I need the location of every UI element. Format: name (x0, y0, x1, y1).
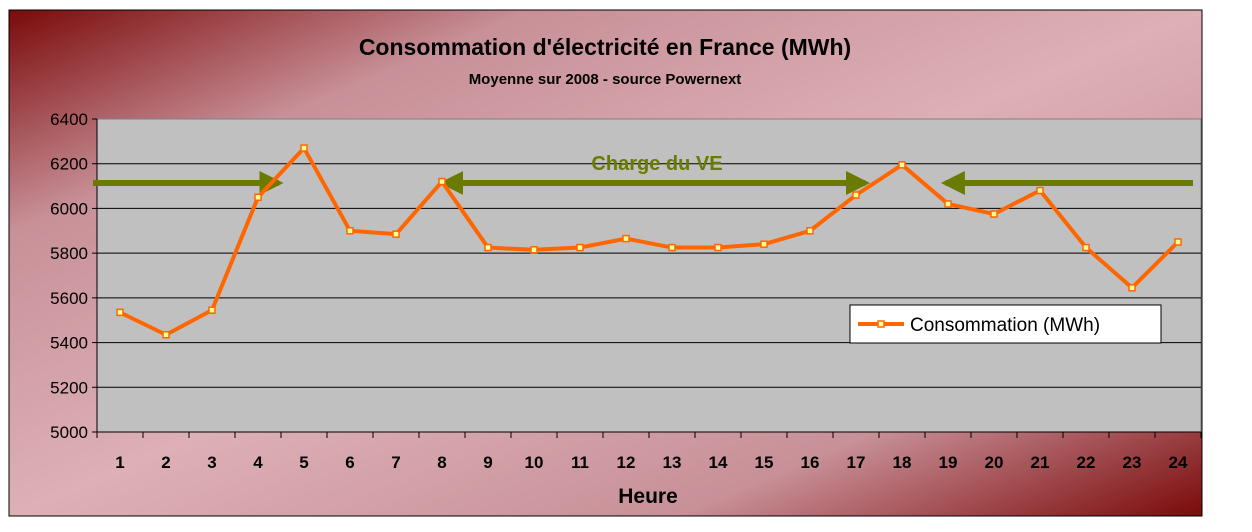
x-tick-label: 5 (299, 453, 308, 472)
data-point (116, 308, 124, 317)
x-tick-label: 19 (939, 453, 958, 472)
x-tick-label: 4 (253, 453, 263, 472)
x-tick-label: 9 (483, 453, 492, 472)
x-tick-label: 20 (985, 453, 1004, 472)
x-tick-label: 15 (755, 453, 774, 472)
x-tick-label: 21 (1031, 453, 1050, 472)
data-point (1174, 238, 1182, 246)
y-tick-label: 6000 (50, 199, 88, 218)
series-consommation (116, 144, 1182, 339)
data-point (714, 243, 722, 252)
data-point (760, 240, 768, 248)
legend: Consommation (MWh) (849, 304, 1162, 344)
x-tick-label: 2 (161, 453, 170, 472)
gridlines (97, 163, 1201, 388)
data-point (898, 161, 906, 169)
data-point (990, 210, 998, 218)
chart-title: Consommation d'électricité en France (MW… (359, 34, 851, 60)
y-tick-label: 5800 (50, 244, 88, 263)
data-point (484, 243, 492, 252)
x-tick-label: 16 (801, 453, 820, 472)
x-tick-label: 3 (207, 453, 216, 472)
data-point (1036, 186, 1044, 195)
data-point (392, 230, 400, 238)
legend-label: Consommation (MWh) (910, 315, 1100, 336)
y-tick-label: 5200 (50, 378, 88, 397)
x-tick-label: 8 (437, 453, 446, 472)
data-point (1082, 243, 1090, 252)
x-tick-label: 1 (115, 453, 124, 472)
data-point (254, 193, 262, 201)
chart-subtitle: Moyenne sur 2008 - source Powernext (469, 71, 742, 88)
x-tick-label: 23 (1123, 453, 1142, 472)
data-point (438, 177, 446, 186)
data-point (806, 227, 814, 235)
x-tick-label: 22 (1077, 453, 1096, 472)
data-point (300, 144, 308, 152)
data-point (346, 227, 354, 235)
x-axis-title: Heure (618, 485, 678, 508)
y-tick-label: 6200 (50, 155, 88, 174)
series-line (119, 146, 1180, 337)
y-axis: 5000 5200 5400 5600 5800 6000 6200 6400 (50, 110, 98, 442)
annotation-label: Charge du VE (591, 153, 722, 175)
data-point (944, 200, 952, 208)
data-point (622, 234, 630, 243)
x-tick-label: 17 (847, 453, 866, 472)
y-tick-label: 5600 (50, 289, 88, 308)
x-tick-label: 7 (391, 453, 400, 472)
x-tick-label: 11 (571, 453, 589, 472)
x-tick-label: 10 (525, 453, 544, 472)
data-point (852, 191, 860, 199)
data-point (668, 243, 676, 252)
x-tick-label: 18 (893, 453, 912, 472)
data-point (162, 330, 170, 339)
data-point (208, 306, 216, 314)
legend-marker (877, 320, 885, 328)
x-tick-label: 14 (709, 453, 728, 472)
data-point (1128, 284, 1136, 292)
x-tick-label: 12 (617, 453, 636, 472)
y-tick-label: 5000 (50, 423, 88, 442)
x-axis: 1 2 3 4 5 6 7 8 9 10 11 12 13 14 15 16 17 18 19 20 21 22 23 24 (96, 431, 1202, 472)
x-tick-label: 24 (1169, 453, 1188, 472)
data-point (576, 243, 584, 252)
y-tick-label: 5400 (50, 334, 88, 353)
x-tick-label: 6 (345, 453, 354, 472)
y-tick-label: 6400 (50, 110, 88, 129)
data-point (530, 246, 538, 254)
x-tick-label: 13 (663, 453, 682, 472)
